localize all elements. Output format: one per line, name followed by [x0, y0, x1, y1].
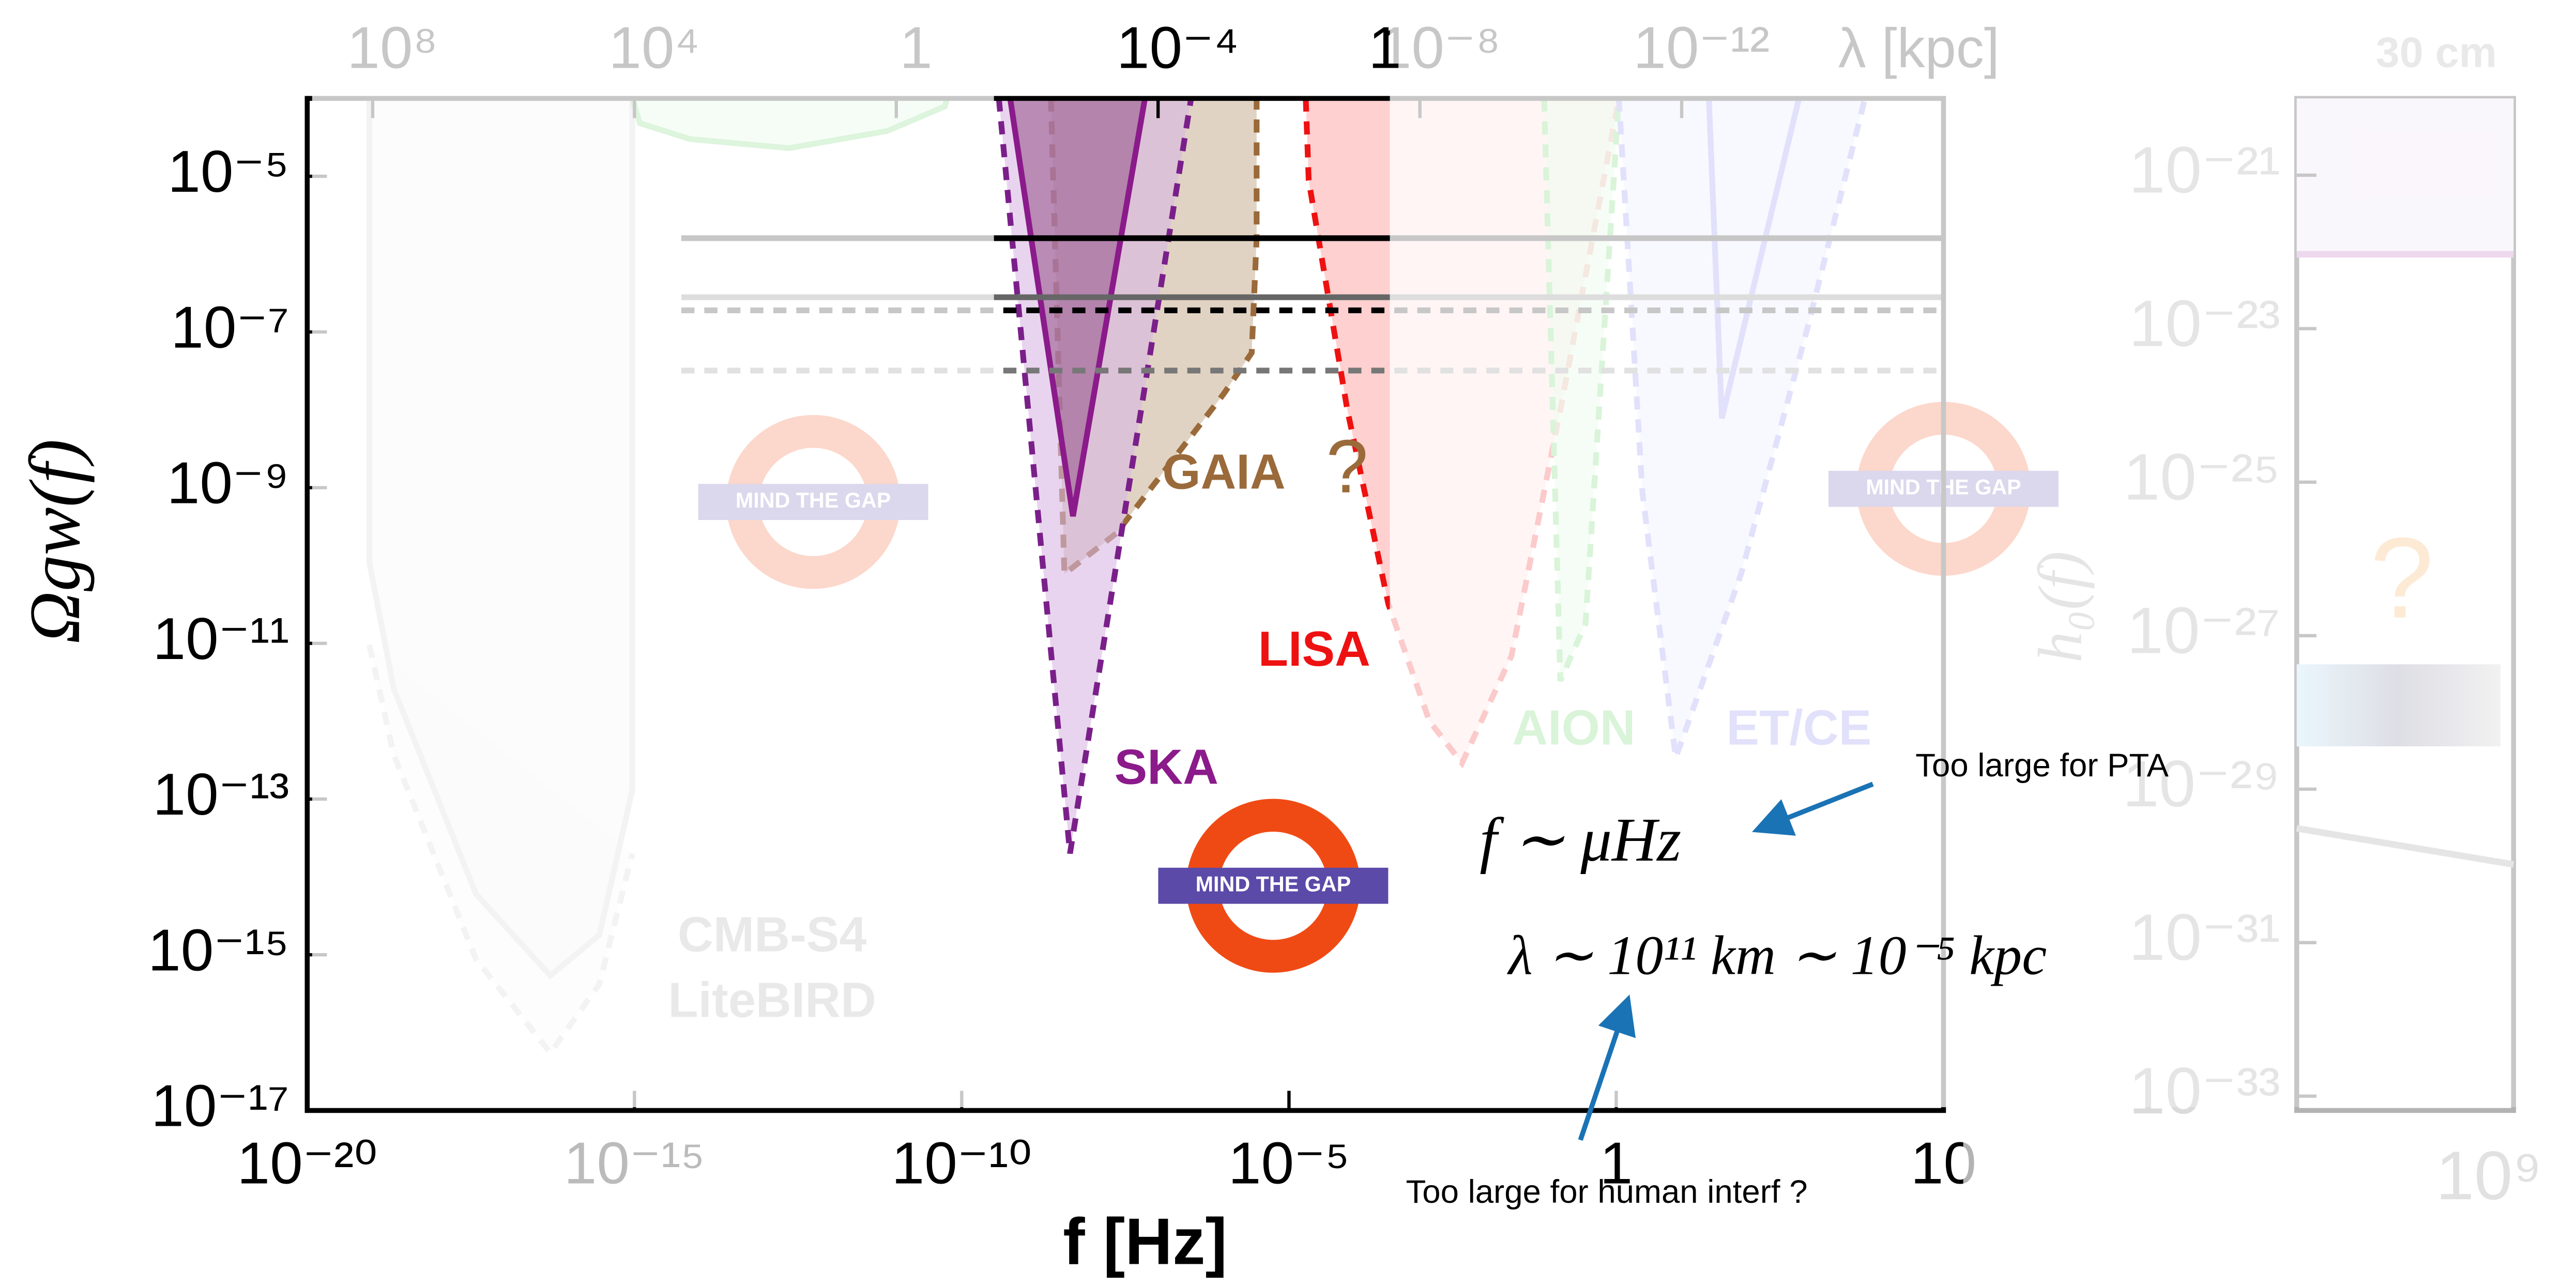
x-tick-label: 10⁻⁵	[1228, 1131, 1350, 1197]
annotation: SKA	[1115, 740, 1218, 795]
annotation: MIND THE GAP	[1196, 872, 1351, 896]
chart: GAIA?LISASKAAIONET/CECMB-S4LiteBIRDMIND …	[0, 0, 2576, 1286]
annotation: GAIA	[1162, 445, 1285, 500]
x-tick-label: 10⁻¹⁰	[892, 1131, 1032, 1197]
annotation: Too large for PTA	[1915, 747, 2169, 784]
y-tick-label: 10⁻¹¹	[153, 606, 289, 672]
page: {"chart_data": { "type": "area", "xlabel…	[0, 0, 2576, 1286]
x2-tick-label: 10⁻⁴	[1117, 16, 1239, 81]
y-tick-label: 10⁻⁵	[167, 139, 289, 205]
x-axis-label: f [Hz]	[1063, 1204, 1227, 1278]
y-tick-label: 10⁻¹³	[153, 762, 289, 828]
annotation: λ ∼ 10¹¹ km ∼ 10⁻⁵ kpc	[1507, 925, 2047, 986]
fade-overlay	[1963, 1107, 2576, 1286]
y-tick-label: 10⁻¹⁷	[151, 1074, 289, 1139]
y-tick-label: 10⁻⁷	[171, 295, 289, 361]
x-tick-label: 10⁻¹⁵	[564, 1131, 705, 1197]
y-axis-label: Ωgw(f)	[15, 439, 95, 644]
y-tick-label: 10⁻¹⁵	[148, 917, 289, 983]
annotation: 1	[1368, 16, 1401, 81]
fade-overlay	[312, 0, 994, 1107]
annotation: Too large for human interf ?	[1406, 1174, 1807, 1210]
y-tick-label: 10⁻⁹	[167, 451, 289, 516]
annotation: f ∼ μHz	[1480, 805, 1681, 875]
annotation: LISA	[1258, 622, 1370, 677]
annotation: ?	[1326, 424, 1368, 509]
x-tick-label: 10⁻²⁰	[237, 1131, 377, 1197]
